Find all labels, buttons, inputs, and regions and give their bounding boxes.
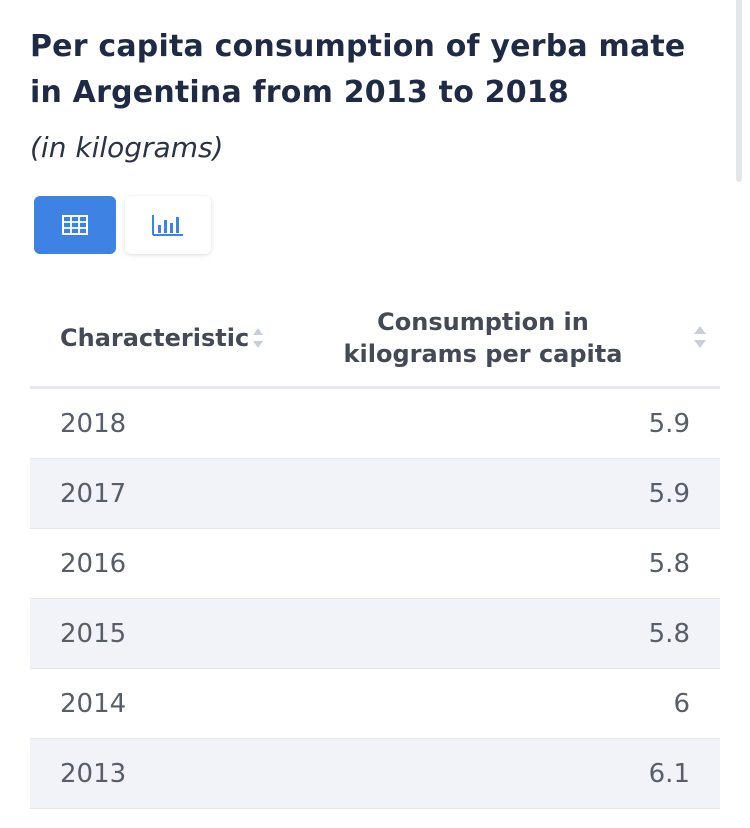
column-header-consumption[interactable]: Consumption in kilograms per capita	[290, 290, 720, 389]
year-cell: 2013	[30, 738, 290, 809]
table-row: 2014 6	[30, 668, 720, 739]
sort-icon[interactable]	[692, 324, 708, 350]
table-row: 2013 6.1	[30, 738, 720, 809]
table-row: 2018 5.9	[30, 387, 720, 459]
year-cell: 2015	[30, 598, 290, 669]
scrollbar-thumb[interactable]	[736, 0, 742, 182]
table-grid-icon	[62, 215, 88, 235]
sort-icon[interactable]	[251, 326, 265, 350]
table-header-row: Characteristic Consumption in kilograms …	[30, 290, 720, 389]
table-row: 2017 5.9	[30, 458, 720, 529]
table-row: 2015 5.8	[30, 598, 720, 669]
value-cell: 5.8	[290, 598, 720, 669]
table-view-button[interactable]	[34, 196, 116, 254]
year-cell: 2014	[30, 668, 290, 739]
column-header-label: Characteristic	[60, 324, 250, 352]
page-subtitle: (in kilograms)	[30, 131, 224, 164]
page-title: Per capita consumption of yerba mate in …	[30, 29, 686, 110]
year-cell: 2016	[30, 528, 290, 599]
value-cell: 5.8	[290, 528, 720, 599]
column-header-label: Consumption in kilograms per capita	[343, 308, 623, 368]
bar-chart-icon	[152, 215, 183, 236]
value-cell: 5.9	[290, 387, 720, 459]
table-row: 2016 5.8	[30, 528, 720, 599]
data-table: Characteristic Consumption in kilograms …	[30, 290, 720, 809]
year-cell: 2017	[30, 458, 290, 529]
column-header-characteristic[interactable]: Characteristic	[30, 290, 290, 389]
value-cell: 6	[290, 668, 720, 739]
value-cell: 5.9	[290, 458, 720, 529]
year-cell: 2018	[30, 387, 290, 459]
value-cell: 6.1	[290, 738, 720, 809]
chart-view-button[interactable]	[125, 196, 211, 254]
